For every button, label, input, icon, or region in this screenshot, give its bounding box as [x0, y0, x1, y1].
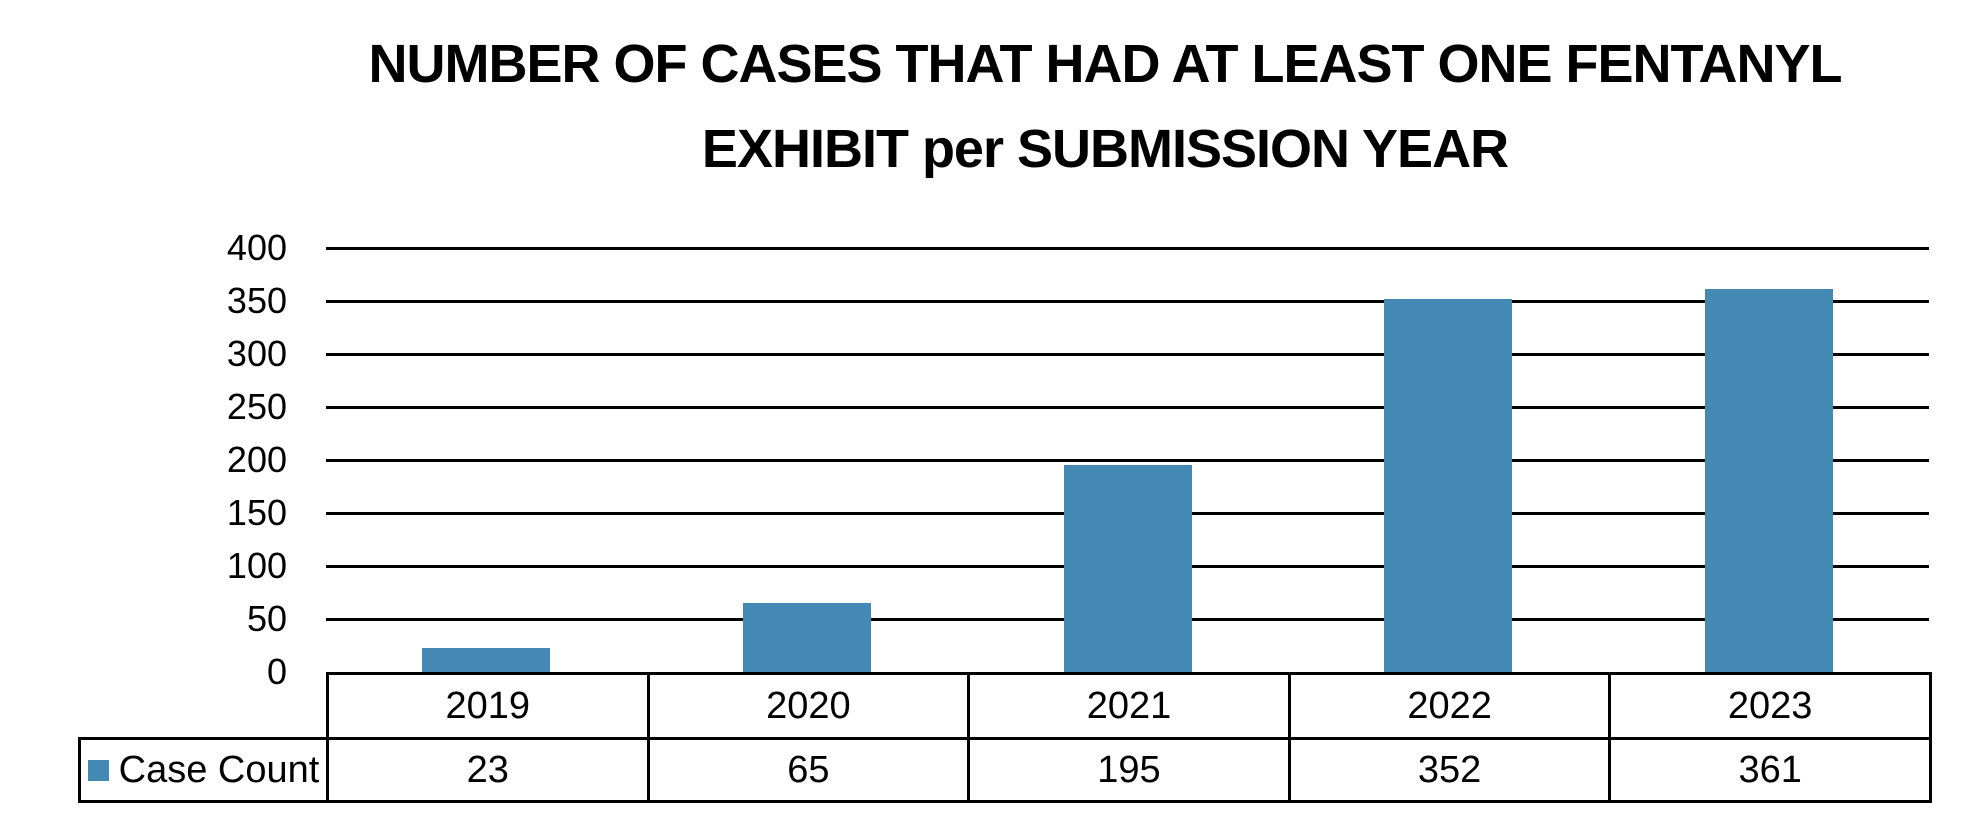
y-axis-label-400: 400 — [226, 227, 287, 268]
y-axis-label-200: 200 — [226, 439, 287, 480]
y-axis-label-300: 300 — [226, 333, 287, 374]
y-axis-label-150: 150 — [226, 492, 287, 533]
bar-2021 — [1063, 465, 1192, 675]
year-cell-2020: 2020 — [646, 672, 971, 740]
bar-2020 — [742, 603, 871, 675]
year-cell-2021: 2021 — [967, 672, 1291, 740]
y-axis-label-0: 0 — [266, 651, 287, 692]
value-cell-2020: 65 — [646, 737, 971, 803]
bar-2023 — [1704, 289, 1833, 675]
value-cell-2023: 361 — [1608, 737, 1932, 803]
y-axis-label-250: 250 — [226, 386, 287, 427]
chart-title-line2: EXHIBIT per SUBMISSION YEAR — [701, 119, 1509, 179]
bar-2019 — [422, 647, 551, 675]
y-axis-label-350: 350 — [226, 280, 287, 321]
gridline-y350 — [326, 299, 1929, 303]
legend-label: Case Count — [118, 748, 320, 791]
chart-title: NUMBER OF CASES THAT HAD AT LEAST ONE FE… — [320, 22, 1890, 192]
value-cell-2019: 23 — [326, 737, 650, 803]
legend-cell: Case Count — [78, 737, 329, 803]
bar-2022 — [1384, 298, 1513, 675]
year-cell-2023: 2023 — [1608, 672, 1932, 740]
gridline-y400 — [326, 246, 1929, 250]
legend-swatch-icon — [87, 759, 109, 781]
value-cell-2021: 195 — [967, 737, 1291, 803]
gridline-y200 — [326, 458, 1929, 462]
value-cell-2022: 352 — [1287, 737, 1612, 803]
chart-title-line1: NUMBER OF CASES THAT HAD AT LEAST ONE FE… — [368, 34, 1843, 94]
y-axis-label-100: 100 — [226, 545, 287, 586]
gridline-y300 — [326, 352, 1929, 356]
year-cell-2019: 2019 — [326, 672, 650, 740]
gridline-y250 — [326, 405, 1929, 409]
y-axis-label-50: 50 — [246, 598, 287, 639]
year-cell-2022: 2022 — [1287, 672, 1612, 740]
